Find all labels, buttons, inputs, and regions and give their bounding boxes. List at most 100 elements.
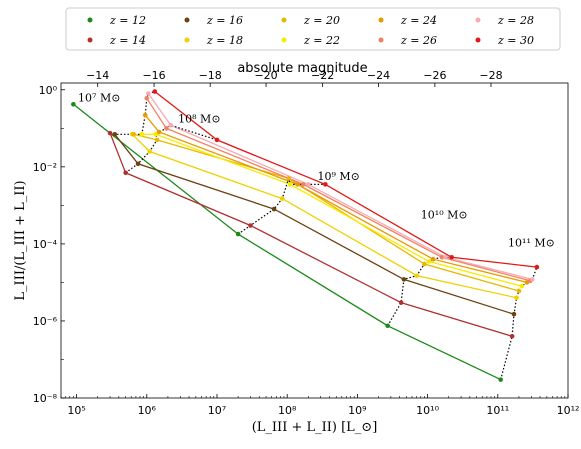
top-tick-label: −14 xyxy=(86,69,109,82)
data-point xyxy=(168,122,174,128)
data-point xyxy=(498,377,504,382)
mass-connector-4 xyxy=(500,266,538,380)
data-point xyxy=(422,261,427,267)
data-point xyxy=(443,254,448,260)
data-point xyxy=(142,112,148,118)
data-point xyxy=(248,223,253,228)
data-point xyxy=(131,131,136,137)
data-point xyxy=(414,273,420,278)
legend-marker xyxy=(87,37,93,43)
data-point xyxy=(529,277,535,282)
data-point xyxy=(511,311,517,317)
data-point xyxy=(156,129,162,135)
x-tick-label: 10¹¹ xyxy=(486,404,509,417)
x-axis: 10⁵ 10⁶ 10⁷ 10⁸ 10⁹ 10¹⁰ 10¹¹ 10¹² xyxy=(60,394,580,417)
top-tick-label: −18 xyxy=(199,69,222,82)
top-tick-label: −16 xyxy=(142,69,165,82)
data-point xyxy=(145,91,151,96)
mass-label-3: 10¹⁰ M⊙ xyxy=(421,209,468,222)
mass-label-4: 10¹¹ M⊙ xyxy=(508,237,555,250)
data-point xyxy=(214,137,220,143)
x-tick-label: 10⁸ xyxy=(278,404,297,417)
y-tick-label: 10⁻² xyxy=(33,161,57,174)
series-line-0 xyxy=(72,103,501,381)
x-tick-label: 10⁶ xyxy=(138,404,157,417)
y-tick-label: 10⁻⁶ xyxy=(33,315,58,328)
legend-label: z = 26 xyxy=(400,34,437,47)
data-point xyxy=(154,137,160,143)
data-point xyxy=(301,182,306,187)
data-point xyxy=(112,131,118,137)
legend: z = 12 z = 14 z = 16 z = 18 z = 20 z = 22 z = … xyxy=(65,7,561,51)
legend-marker xyxy=(87,17,93,23)
legend-label: z = 22 xyxy=(303,34,340,47)
data-point xyxy=(279,196,285,201)
data-point xyxy=(123,170,128,176)
data-point xyxy=(287,182,293,187)
legend-marker xyxy=(378,17,384,23)
data-point xyxy=(164,126,169,131)
y-axis-label: L_III/(L_III + L_II) xyxy=(13,180,28,300)
data-point xyxy=(152,89,158,94)
data-point xyxy=(271,206,277,212)
y-axis: 10⁻⁸ 10⁻⁶ 10⁻⁴ 10⁻² 10⁰ xyxy=(33,84,65,405)
top-axis-title: absolute magnitude xyxy=(237,61,367,76)
legend-label: z = 30 xyxy=(497,34,534,47)
data-point xyxy=(430,256,436,262)
y-tick-label: 10⁰ xyxy=(39,84,58,97)
x-axis-title: (L_III + L_II) [L_⊙] xyxy=(252,420,378,435)
data-point xyxy=(71,101,76,107)
mass-labels: 10⁷ M⊙ 10⁸ M⊙ 10⁹ M⊙ 10¹⁰ M⊙ 10¹¹ M⊙ xyxy=(78,91,555,249)
mass-label-2: 10⁹ M⊙ xyxy=(317,170,359,183)
x-tick-label: 10¹⁰ xyxy=(416,404,439,417)
series-line-2 xyxy=(114,133,515,315)
mass-label-0: 10⁷ M⊙ xyxy=(78,91,120,104)
legend-label: z = 16 xyxy=(206,14,243,27)
top-tick-label: −28 xyxy=(479,69,502,82)
data-point xyxy=(306,182,311,187)
legend-marker xyxy=(184,17,190,23)
data-point xyxy=(514,295,519,301)
data-point xyxy=(144,96,150,101)
mass-label-1: 10⁸ M⊙ xyxy=(178,113,220,126)
legend-label: z = 20 xyxy=(303,14,340,27)
top-tick-label: −26 xyxy=(423,69,446,82)
data-point xyxy=(107,130,113,136)
legend-label: z = 28 xyxy=(497,14,534,27)
x-tick-label: 10⁹ xyxy=(348,404,366,417)
legend-label: z = 12 xyxy=(109,14,146,27)
data-point xyxy=(139,131,145,137)
legend-marker xyxy=(475,17,481,23)
x-tick-label: 10¹² xyxy=(557,404,580,417)
data-point xyxy=(295,182,300,187)
data-point xyxy=(135,161,141,167)
data-point xyxy=(509,333,515,339)
legend-box xyxy=(65,7,561,51)
points-layer xyxy=(71,89,540,382)
data-point xyxy=(323,182,328,187)
mass-connector-2 xyxy=(237,176,326,235)
y-tick-label: 10⁻⁸ xyxy=(33,392,58,405)
data-point xyxy=(147,149,152,154)
legend-label: z = 18 xyxy=(206,34,243,47)
legend-marker xyxy=(184,37,190,43)
data-point xyxy=(235,231,241,237)
data-point xyxy=(439,254,445,260)
top-tick-label: −24 xyxy=(367,69,390,82)
top-tick-label: −22 xyxy=(311,69,334,82)
y-tick-label: 10⁻⁴ xyxy=(33,238,58,251)
x-tick-label: 10⁵ xyxy=(67,404,85,417)
legend-label: z = 14 xyxy=(109,34,146,47)
x-tick-label: 10⁷ xyxy=(208,404,226,417)
data-point xyxy=(516,288,522,294)
data-point xyxy=(426,259,432,264)
data-point xyxy=(401,277,407,282)
data-point xyxy=(534,264,540,270)
x-axis-label: (L_III + L_II) [L_⊙] xyxy=(252,420,378,435)
legend-marker xyxy=(378,37,384,43)
top-axis: −14 −16 −18 −20 −22 −24 −26 −28 xyxy=(86,69,503,87)
series-line-1 xyxy=(109,132,513,337)
legend-marker xyxy=(281,37,287,43)
data-point xyxy=(153,131,159,137)
